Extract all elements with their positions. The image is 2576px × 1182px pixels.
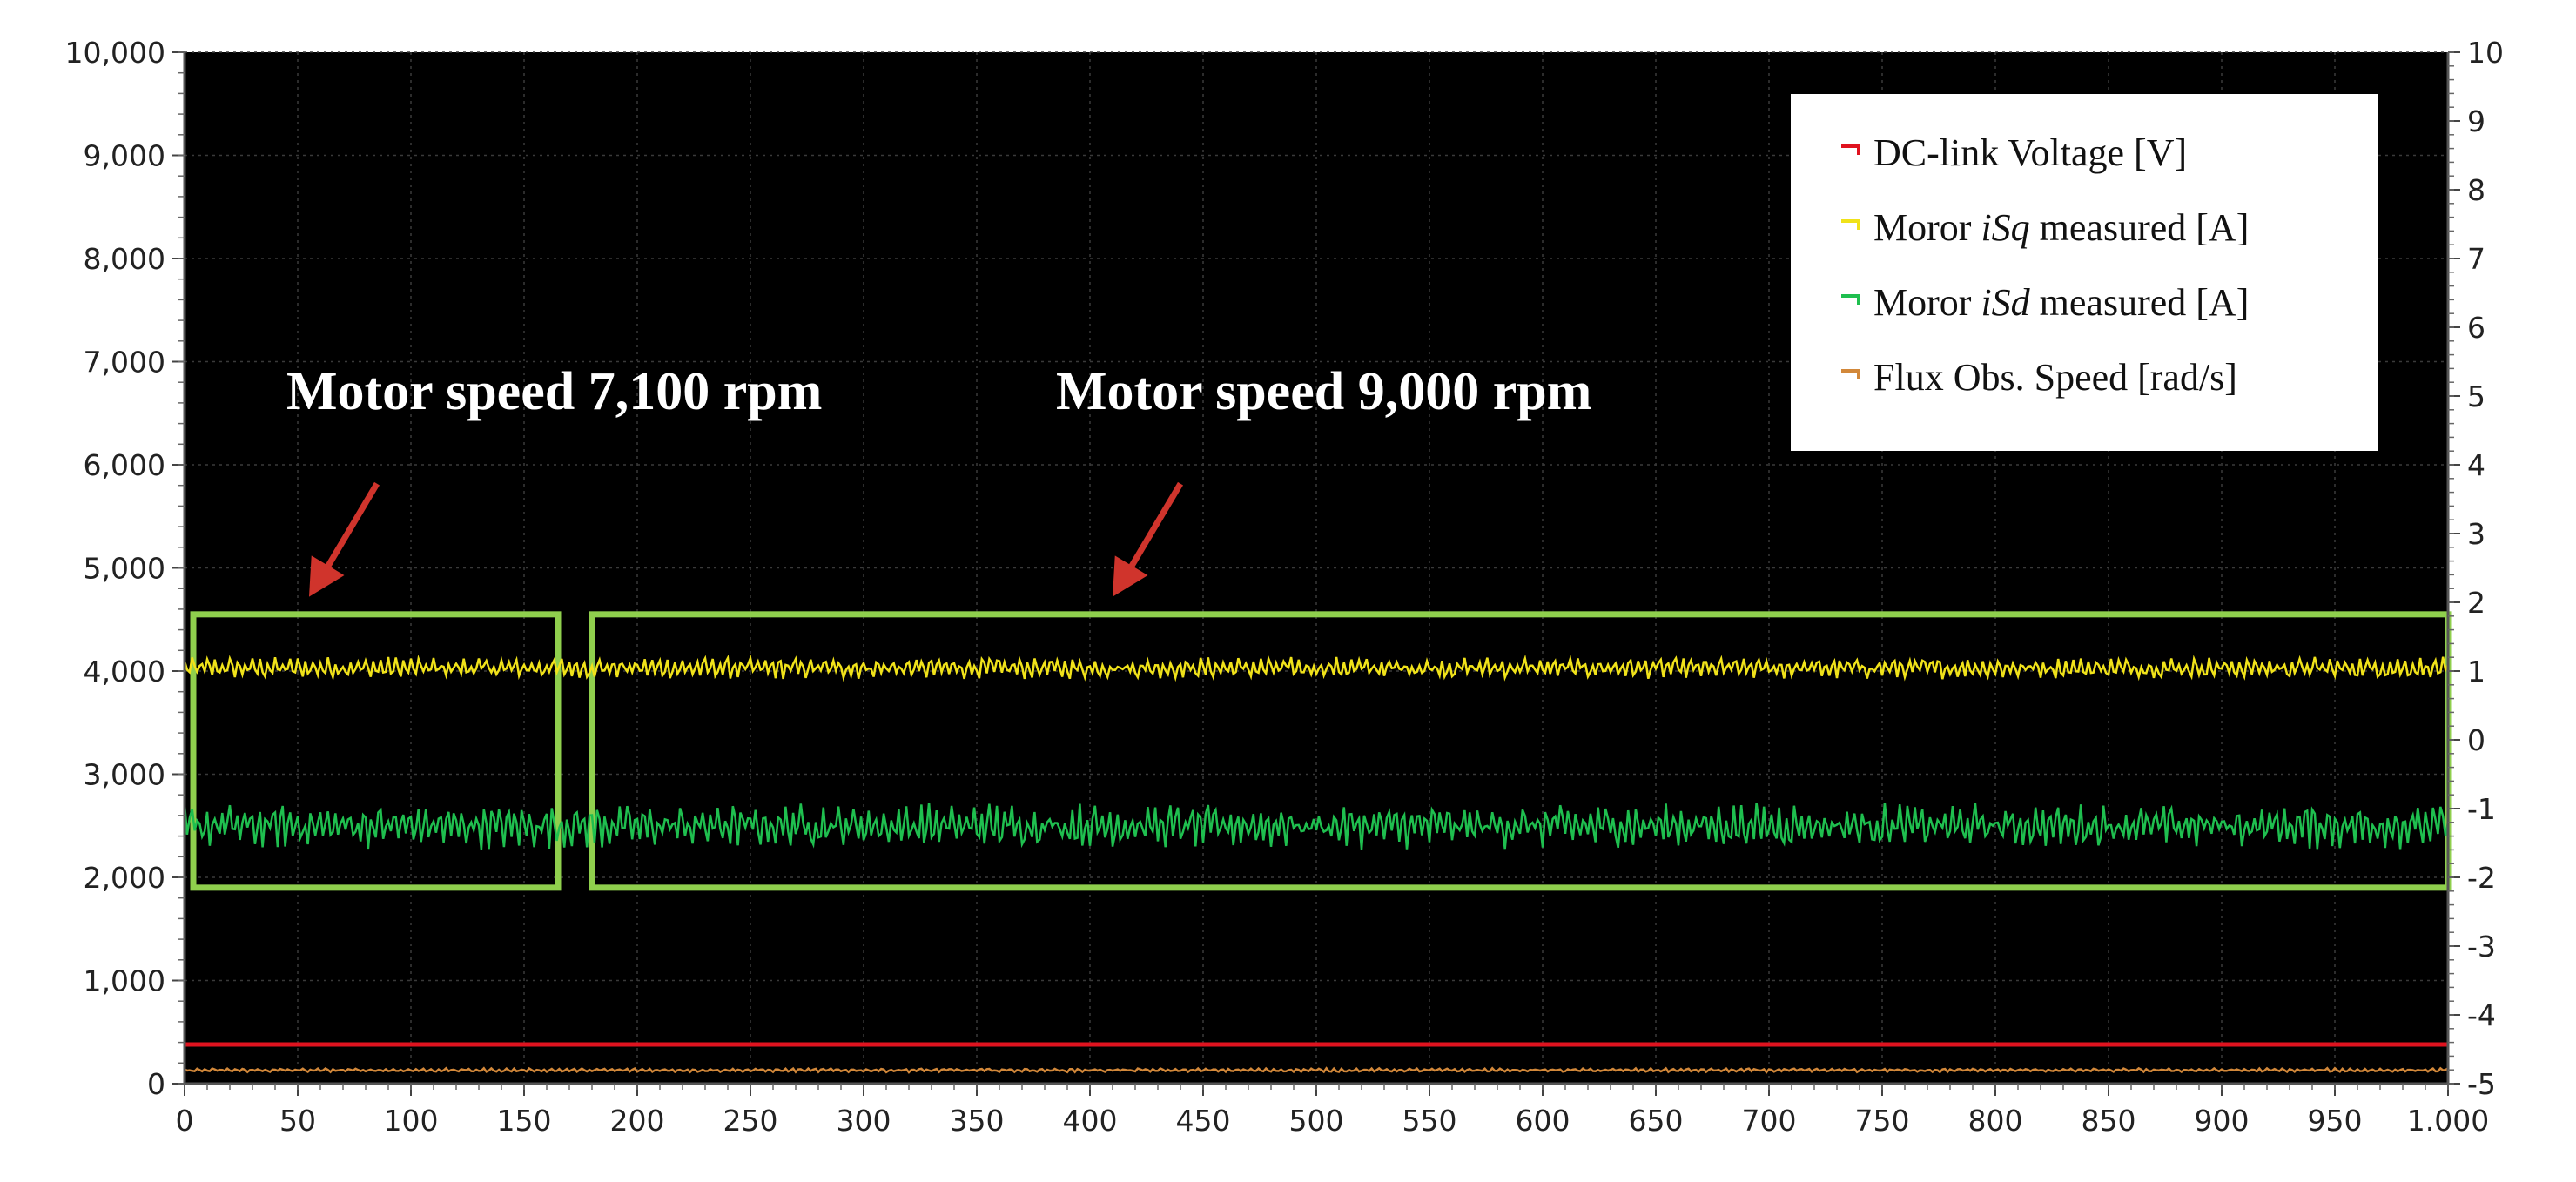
left-tick-label: 8,000 [84, 242, 165, 276]
annotations: Motor speed 7,100 rpm Motor speed 9,000 r… [286, 362, 1591, 597]
left-tick-label: 9,000 [84, 139, 165, 173]
right-tick-label: 10 [2467, 36, 2504, 70]
bottom-tick-label: 900 [2195, 1104, 2250, 1138]
bottom-tick-label: 1.000 [2407, 1104, 2489, 1138]
bottom-tick-label: 750 [1855, 1104, 1910, 1138]
left-tick-label: 1,000 [84, 964, 165, 998]
left-tick-label: 2,000 [84, 861, 165, 895]
bottom-tick-label: 200 [610, 1104, 665, 1138]
right-tick-label: 7 [2467, 242, 2485, 276]
bottom-tick-label: 950 [2308, 1104, 2363, 1138]
right-tick-label: 4 [2467, 448, 2485, 482]
legend-label-part: Moror [1873, 206, 1981, 249]
right-tick-label: 0 [2467, 723, 2485, 757]
right-tick-label: 5 [2467, 379, 2485, 413]
legend-label-part: measured [A] [2030, 206, 2250, 249]
right-tick-label: 9 [2467, 104, 2485, 138]
right-tick-label: 1 [2467, 655, 2485, 688]
legend-label: Moror iSq measured [A] [1873, 206, 2249, 249]
left-tick-label: 6,000 [84, 448, 165, 482]
left-tick-label: 0 [147, 1067, 165, 1101]
series-line-2 [183, 803, 2450, 850]
bottom-tick-label: 800 [1968, 1104, 2023, 1138]
bottom-tick-label: 400 [1063, 1104, 1118, 1138]
series-lines [183, 654, 2450, 1074]
bottom-tick-label: 250 [723, 1104, 778, 1138]
right-tick-label: -5 [2467, 1067, 2496, 1101]
annotation-arrow-shaft [1121, 481, 1184, 580]
legend-swatch [1841, 294, 1860, 305]
legend-label-part: measured [A] [2030, 281, 2250, 324]
bottom-tick-label: 0 [176, 1104, 194, 1138]
bottom-tick-label: 150 [497, 1104, 552, 1138]
bottom-tick-label: 650 [1629, 1104, 1684, 1138]
annotation-arrow-shaft [318, 481, 380, 580]
bottom-axis-ticks: 0 50 100 150 200 250 300 350 400 450 500 550 600 650 7… [176, 1084, 2489, 1138]
annotation-label: Motor speed 9,000 rpm [1056, 362, 1591, 421]
right-tick-label: -4 [2467, 998, 2496, 1032]
bottom-tick-label: 550 [1402, 1104, 1457, 1138]
right-tick-label: -1 [2467, 792, 2496, 826]
series-line-1 [183, 654, 2450, 682]
bottom-tick-label: 350 [950, 1104, 1005, 1138]
legend-swatch [1841, 369, 1860, 379]
right-axis-ticks: -5 -4 -3 -2 -1 0 1 2 3 4 5 6 7 8 9 10 [2448, 36, 2504, 1101]
right-tick-label: 6 [2467, 311, 2485, 345]
bottom-tick-label: 700 [1742, 1104, 1797, 1138]
series-line-3 [184, 1066, 2449, 1074]
legend-label: Moror iSd measured [A] [1873, 281, 2249, 324]
legend: DC-link Voltage [V] Moror iSq measured [A… [1791, 94, 2378, 451]
right-tick-label: 3 [2467, 517, 2485, 551]
highlight-box [190, 611, 562, 891]
legend-label: DC-link Voltage [V] [1873, 131, 2187, 174]
bottom-tick-label: 450 [1176, 1104, 1231, 1138]
right-tick-label: -3 [2467, 930, 2496, 964]
bottom-tick-label: 100 [384, 1104, 439, 1138]
legend-swatch [1841, 219, 1860, 230]
left-tick-label: 3,000 [84, 758, 165, 792]
legend-swatch [1841, 144, 1860, 155]
left-tick-label: 10,000 [65, 36, 165, 70]
left-tick-label: 4,000 [84, 655, 165, 688]
legend-label-part: iSq [1981, 206, 2029, 249]
left-tick-label: 5,000 [84, 552, 165, 586]
legend-box [1791, 94, 2378, 451]
left-axis-ticks: 0 1,000 2,000 3,000 4,000 5,000 6,000 7,000 8,00… [65, 36, 185, 1101]
legend-label-part: iSd [1981, 281, 2030, 324]
annotation-arrow-head [309, 555, 345, 597]
annotation-label: Motor speed 7,100 rpm [286, 362, 822, 421]
right-tick-label: 8 [2467, 173, 2485, 207]
annotation-arrow-head [1113, 555, 1148, 597]
left-tick-label: 7,000 [84, 346, 165, 379]
right-tick-label: 2 [2467, 586, 2485, 620]
right-tick-label: -2 [2467, 861, 2496, 895]
bottom-tick-label: 600 [1516, 1104, 1570, 1138]
legend-label-part: Moror [1873, 281, 1981, 324]
bottom-tick-label: 50 [279, 1104, 316, 1138]
bottom-tick-label: 500 [1289, 1104, 1344, 1138]
bottom-tick-label: 850 [2082, 1104, 2136, 1138]
legend-label: Flux Obs. Speed [rad/s] [1873, 356, 2237, 399]
bottom-tick-label: 300 [837, 1104, 891, 1138]
